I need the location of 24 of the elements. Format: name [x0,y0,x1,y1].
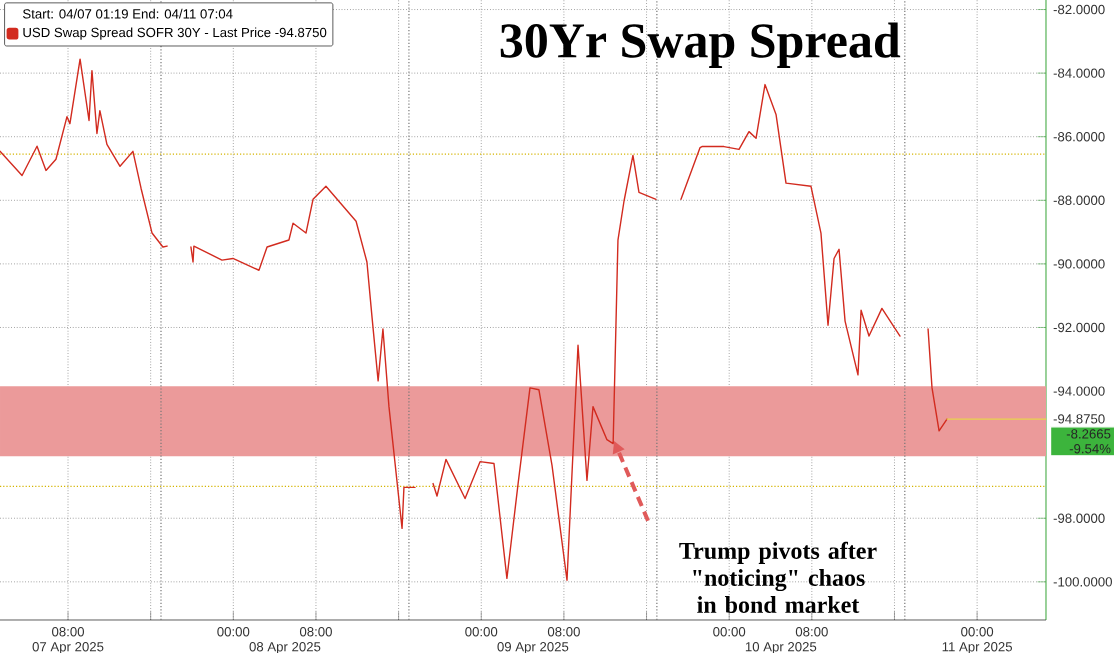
y-tick-label: -94.0000 [1053,386,1105,396]
x-tick-label: 08:00 [299,627,332,637]
legend-title: Start: 04/07 01:19 End: 04/11 07:04 [22,8,233,19]
x-tick-label: 00:00 [465,627,498,637]
y-tick-label: -84.0000 [1053,68,1105,78]
y-tick-label: -98.0000 [1053,513,1105,523]
y-tick-label: -88.0000 [1053,195,1105,205]
annotation: Trump pivots after "noticing" chaos in bond market [679,541,877,613]
y-tick-label: -100.0000 [1053,577,1112,587]
y-tick-label: -94.8750 [1053,414,1105,424]
y-tick-label: -90.0000 [1053,259,1105,269]
x-tick-label: 08:00 [795,627,828,637]
y-tick-label: -92.0000 [1053,322,1105,333]
y-tick-label: -86.0000 [1053,132,1105,142]
x-tick-label: 00:00 [713,627,746,637]
y-tick-label: -82.0000 [1053,4,1105,15]
x-tick-label: 00:00 [961,627,994,637]
x-tick-label: 08:00 [547,627,580,637]
text: -8.2665 [1066,429,1111,439]
legend-label: USD Swap Spread SOFR 30Y - Last Price -94.8750 [23,27,327,40]
text: -9.54% [1069,444,1111,454]
x-tick-label: 00:00 [217,627,250,637]
x-tick-label: 08:00 [52,627,85,637]
chart-title: 30Yr Swap Spread [500,22,901,68]
